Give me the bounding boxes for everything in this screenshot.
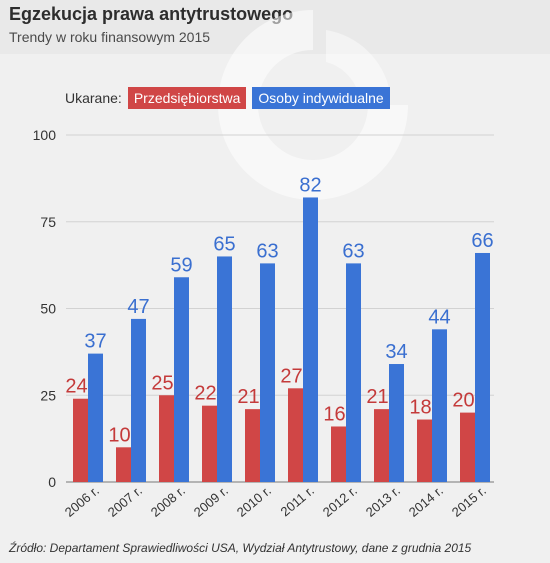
data-label: 22 <box>194 383 216 405</box>
bar-osoby-indywidualne <box>217 256 232 482</box>
bar-przedsiebiorstwa <box>73 398 88 482</box>
chart-subtitle: Trendy w roku finansowym 2015 <box>9 29 211 45</box>
legend: Ukarane: Przedsiębiorstwa Osoby indywidu… <box>65 86 396 110</box>
bar-przedsiebiorstwa <box>116 447 131 482</box>
chart-title: Egzekucja prawa antytrustowego <box>9 4 294 24</box>
x-tick-label: 2012 r. <box>320 483 360 520</box>
data-label: 82 <box>299 174 321 196</box>
bar-osoby-indywidualne <box>475 252 490 482</box>
data-label: 63 <box>256 240 278 262</box>
bar-przedsiebiorstwa <box>331 426 346 482</box>
legend-item-osoby-indywidualne: Osoby indywidualne <box>252 87 390 109</box>
x-tick-label: 2008 r. <box>148 483 188 520</box>
data-label: 47 <box>127 296 149 318</box>
data-label: 34 <box>385 341 407 363</box>
x-tick-label: 2015 r. <box>449 483 489 520</box>
bar-przedsiebiorstwa <box>245 409 260 482</box>
x-tick-label: 2006 r. <box>62 483 102 520</box>
bar-przedsiebiorstwa <box>202 405 217 482</box>
x-tick-label: 2010 r. <box>234 483 274 520</box>
bar-przedsiebiorstwa <box>159 395 174 482</box>
bar-osoby-indywidualne <box>303 197 318 482</box>
data-label: 20 <box>452 390 474 412</box>
data-label: 21 <box>237 386 259 408</box>
data-label: 37 <box>84 331 106 353</box>
data-label: 27 <box>280 365 302 387</box>
data-label: 18 <box>409 397 431 419</box>
bar-osoby-indywidualne <box>131 318 146 482</box>
data-label: 21 <box>366 386 388 408</box>
data-label: 65 <box>213 233 235 255</box>
y-tick-label: 25 <box>40 387 56 403</box>
bar-osoby-indywidualne <box>346 263 361 482</box>
legend-item-przedsiebiorstwa: Przedsiębiorstwa <box>127 87 247 109</box>
data-label: 59 <box>170 254 192 276</box>
bar-przedsiebiorstwa <box>288 388 303 482</box>
bar-przedsiebiorstwa <box>417 419 432 482</box>
bar-przedsiebiorstwa <box>460 412 475 482</box>
source-note: Źródło: Departament Sprawiedliwości USA,… <box>9 541 472 555</box>
x-tick-label: 2009 r. <box>191 483 231 520</box>
bar-osoby-indywidualne <box>432 329 447 482</box>
data-label: 25 <box>151 372 173 394</box>
data-label: 44 <box>428 306 450 328</box>
bar-osoby-indywidualne <box>389 364 404 482</box>
y-tick-label: 100 <box>33 127 57 143</box>
bar-osoby-indywidualne <box>260 263 275 482</box>
x-tick-label: 2007 r. <box>105 483 145 520</box>
y-tick-label: 50 <box>40 301 56 317</box>
data-label: 16 <box>323 403 345 425</box>
data-label: 10 <box>108 424 130 446</box>
watermark-logo-icon <box>218 10 408 200</box>
y-tick-label: 0 <box>48 474 56 490</box>
bar-osoby-indywidualne <box>88 353 103 482</box>
bar-przedsiebiorstwa <box>374 409 389 482</box>
legend-title: Ukarane: <box>65 90 122 106</box>
x-tick-label: 2011 r. <box>278 483 317 519</box>
bar-osoby-indywidualne <box>174 277 189 482</box>
x-tick-label: 2013 r. <box>363 483 403 520</box>
y-tick-label: 75 <box>40 214 56 230</box>
data-label: 66 <box>471 230 493 252</box>
data-label: 24 <box>65 376 87 398</box>
data-label: 63 <box>342 240 364 262</box>
x-tick-label: 2014 r. <box>406 483 446 520</box>
